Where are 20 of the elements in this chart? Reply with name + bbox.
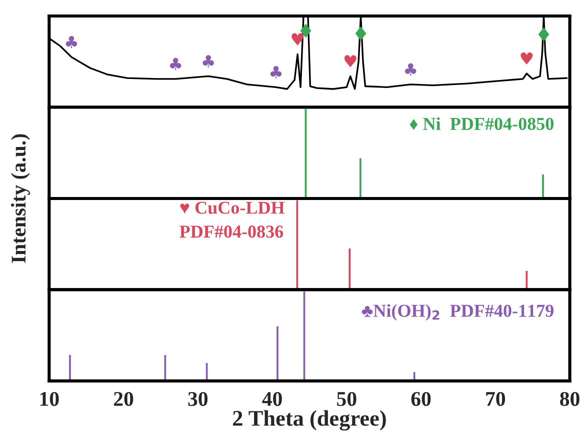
x-tick-label: 10	[40, 392, 59, 406]
annotation: ♣	[170, 58, 182, 70]
annotation: ♣	[270, 66, 282, 78]
annotation: ♣	[202, 55, 214, 68]
annotation: ♣Ni(OH)$_{2}$ PDF#40-1179	[362, 304, 554, 321]
annotation: ♣	[66, 36, 78, 48]
x-tick-label: 60	[411, 392, 431, 406]
annotation: ♥	[520, 52, 533, 64]
x-tick-label: 40	[262, 392, 282, 406]
annotation: ♥ CuCo-LDH PDF#04-0836	[180, 202, 285, 238]
x-tick-label: 20	[114, 392, 134, 406]
x-tick-label: 80	[560, 392, 580, 406]
x-tick-label: 70	[486, 392, 506, 406]
annotation: ♦ Ni PDF#04-0850	[410, 117, 554, 130]
annotation: ♥	[344, 55, 356, 68]
y-axis-title: Intensity (a.u.)	[11, 134, 30, 263]
x-tick-label: 30	[188, 392, 208, 406]
x-axis-title: 2 Theta (degree)	[233, 410, 386, 431]
x-tick-label: 50	[337, 392, 356, 406]
annotation: ♣	[405, 63, 416, 76]
